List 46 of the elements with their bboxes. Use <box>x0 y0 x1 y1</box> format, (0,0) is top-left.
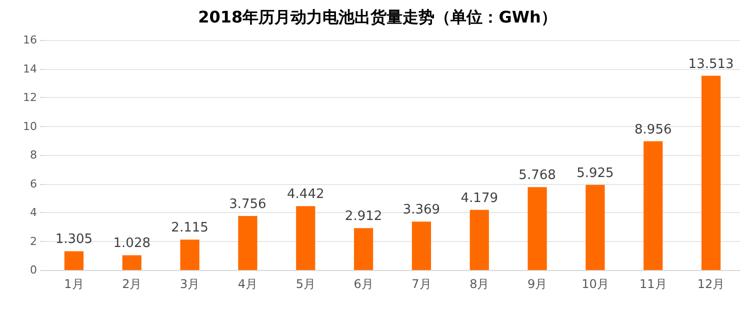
bar <box>296 206 316 270</box>
y-tick-label: 2 <box>30 234 37 248</box>
x-tick-label: 7月 <box>412 277 432 291</box>
bar <box>586 184 605 270</box>
bar <box>528 187 547 270</box>
x-tick-label: 9月 <box>527 277 548 291</box>
y-tick-label: 14 <box>23 62 37 76</box>
x-tick-label: 4月 <box>238 277 258 291</box>
bar <box>238 216 258 270</box>
data-label: 1.305 <box>55 232 93 248</box>
bar <box>180 240 200 270</box>
y-tick-label: 10 <box>23 120 37 133</box>
data-label: 4.179 <box>460 190 498 206</box>
x-tick-label: 10月 <box>582 277 609 291</box>
bar <box>64 251 84 270</box>
x-tick-label: 1月 <box>64 277 84 291</box>
data-label: 3.756 <box>229 197 266 212</box>
bar <box>122 255 142 270</box>
x-tick-label: 3月 <box>180 277 200 291</box>
x-tick-label: 6月 <box>354 277 374 291</box>
x-tick-label: 11月 <box>639 277 667 291</box>
bar <box>412 222 432 270</box>
x-tick-label: 12月 <box>697 277 725 291</box>
data-label: 5.768 <box>518 168 556 184</box>
bar <box>644 141 663 270</box>
x-tick-label: 5月 <box>296 277 316 291</box>
y-tick-label: 6 <box>30 177 37 190</box>
bar <box>354 228 374 270</box>
data-label: 5.925 <box>576 166 614 181</box>
data-label: 2.912 <box>344 209 382 224</box>
x-tick-label: 2月 <box>122 277 142 291</box>
data-label: 3.369 <box>402 202 440 218</box>
y-tick-label: 0 <box>30 264 37 276</box>
y-tick-label: 8 <box>30 148 37 162</box>
data-label: 4.442 <box>287 187 324 202</box>
chart-title: 2018年历月动力电池出货量走势（单位：GWh） <box>198 8 557 26</box>
bar <box>701 76 721 270</box>
data-label: 1.028 <box>113 236 150 252</box>
x-tick-label: 8月 <box>470 277 490 291</box>
y-tick-label: 16 <box>23 34 37 46</box>
bar <box>470 210 489 270</box>
data-label: 2.115 <box>171 220 208 236</box>
y-tick-label: 4 <box>30 206 37 219</box>
data-label: 8.956 <box>634 122 672 138</box>
data-label: 13.513 <box>688 56 734 72</box>
y-tick-label: 12 <box>23 91 37 104</box>
